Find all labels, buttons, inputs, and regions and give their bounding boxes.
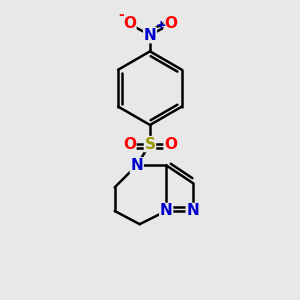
Text: +: + xyxy=(155,19,166,32)
Text: O: O xyxy=(123,136,136,152)
Text: O: O xyxy=(164,136,177,152)
Text: N: N xyxy=(160,203,172,218)
Text: N: N xyxy=(130,158,143,173)
Text: S: S xyxy=(145,136,155,152)
Text: N: N xyxy=(144,28,156,43)
Text: O: O xyxy=(123,16,136,32)
Text: N: N xyxy=(186,203,199,218)
Text: -: - xyxy=(118,8,124,22)
Text: O: O xyxy=(164,16,177,32)
